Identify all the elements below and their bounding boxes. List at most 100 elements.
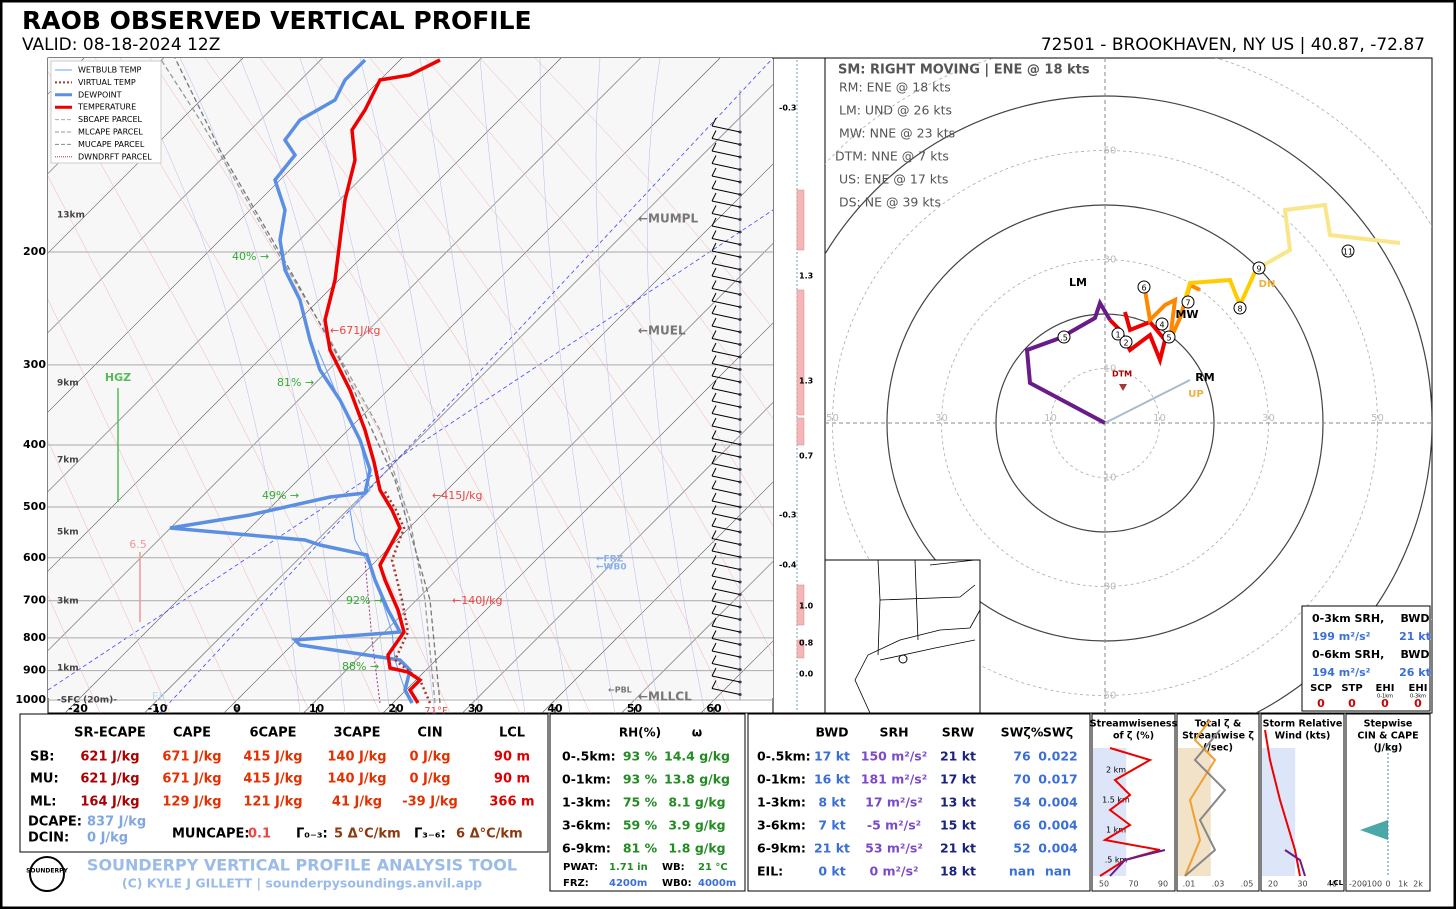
temperature (323, 58, 441, 704)
cell: 0.017 (1038, 772, 1078, 787)
barb-tick (711, 455, 717, 464)
station: 72501 - BROOKHAVEN, NY US | 40.87, -72.8… (1041, 35, 1425, 55)
isotherm (48, 58, 482, 492)
storm-motion: LM: UND @ 26 kts (839, 103, 952, 118)
cell: 41 J/kg (332, 795, 382, 810)
ring-label: 50 (1104, 691, 1117, 702)
param-value: 0 (1381, 697, 1389, 710)
cell: 0.022 (1038, 749, 1078, 764)
param-cell: 194 m²/s² (1312, 666, 1371, 679)
omega-label: -0.3 (779, 104, 797, 113)
barb-tick (711, 242, 717, 252)
param-name: STP (1341, 683, 1362, 694)
barb-staff (711, 688, 741, 695)
cell: 81 % (623, 841, 658, 856)
hgz-label: HGZ (105, 371, 131, 384)
credit: (C) KYLE J GILLETT | sounderpysoundings.… (122, 876, 482, 891)
param-value: 0 (1348, 697, 1356, 710)
cell: -5 m²/s² (867, 818, 921, 833)
column-header: SRH (879, 725, 908, 740)
barb-staff (711, 313, 741, 320)
ring-label: 30 (1104, 582, 1117, 593)
temp-label: 30 (468, 702, 484, 715)
height-label: 9km (57, 379, 79, 389)
temp-label: 40 (547, 702, 563, 715)
mini-title: Storm Relative (1263, 719, 1343, 730)
cell: 76 (1013, 749, 1031, 764)
barb-tick (711, 192, 717, 202)
dry-adiabat (48, 595, 101, 713)
mini-fill (1347, 748, 1381, 876)
height-label: 9 (1256, 265, 1261, 274)
mini-tick: -200 (1349, 880, 1367, 889)
cell: 17 kt (814, 749, 850, 764)
cell: 17 kt (940, 772, 976, 787)
legend-label: VIRTUAL TEMP (78, 78, 136, 87)
mini-tick: 0 (1385, 880, 1390, 889)
legend-label: WETBULB TEMP (78, 66, 142, 75)
storm-motion: US: ENE @ 17 kts (839, 172, 948, 187)
mini-tick: 30 (1297, 880, 1307, 889)
mini-title: (J/kg) (1374, 743, 1403, 754)
height-marker (1252, 261, 1266, 275)
moist-adiabat (299, 58, 436, 713)
pressure-label: 600 (23, 551, 46, 564)
moist-adiabat (479, 58, 571, 713)
pressure-label: 900 (23, 664, 46, 677)
cell: 93 % (623, 772, 658, 787)
mini-tick: 40 (1327, 880, 1337, 889)
height-label: 7 (1185, 299, 1190, 308)
omega-label: 0.8 (799, 639, 814, 648)
storm-motion-header: SM: RIGHT MOVING | ENE @ 18 kts (838, 63, 1090, 78)
row-label: MU: (30, 772, 59, 787)
lcl-label: LCL (1329, 879, 1344, 887)
title: RAOB OBSERVED VERTICAL PROFILE (22, 6, 532, 35)
cell: 671 J/kg (162, 750, 221, 765)
barb-tick (711, 505, 717, 514)
mini-title: Wind (kts) (1275, 731, 1331, 742)
rh-label: 92% → (346, 594, 383, 607)
barb-staff (711, 200, 741, 208)
shade (48, 58, 773, 698)
pressure-label: 400 (23, 438, 46, 451)
param-name: SCP (1310, 683, 1332, 694)
cell: 16 kt (814, 772, 850, 787)
param-value: 0 (1414, 697, 1422, 710)
barb-tick (711, 305, 717, 314)
cell: 0 m²/s² (869, 864, 918, 879)
eil-label: EIL (152, 690, 169, 703)
frz: 4200m (609, 878, 647, 889)
barb-tick (711, 542, 717, 552)
dry-adiabat (48, 175, 311, 713)
dry-adiabat (48, 440, 171, 713)
barb-staff (711, 600, 741, 608)
param-sub: 0-1km (1377, 694, 1393, 700)
ring-label: 10 (1104, 364, 1117, 375)
cell: 0-1km: (757, 772, 806, 787)
height-label: 6 (1141, 284, 1146, 293)
dry-adiabat (479, 58, 773, 420)
wb-label: WB: (662, 862, 685, 873)
height-marker (1341, 244, 1355, 258)
cell: EIL: (757, 864, 783, 879)
motion-marker: DTM (1112, 370, 1132, 379)
barb-staff (711, 213, 741, 220)
cell: 54 (1013, 795, 1031, 810)
barb-staff (711, 638, 741, 645)
legend-box (50, 60, 162, 164)
pwat: 1.71 in (609, 862, 648, 873)
rm-arrow (1104, 379, 1191, 424)
param-box (1301, 605, 1431, 712)
isotherm (48, 58, 164, 174)
mini-height: 1.5 km (1102, 796, 1130, 805)
long-island (879, 639, 976, 661)
mini-tick: 1k (1398, 880, 1408, 889)
barb-staff (711, 150, 741, 158)
border (879, 584, 976, 601)
barb-tick (711, 130, 717, 139)
cell: 6-9km: (562, 841, 611, 856)
height-label: 2 (1123, 339, 1128, 348)
cell: 66 (1013, 818, 1031, 833)
ring-label: 50 (826, 413, 839, 424)
